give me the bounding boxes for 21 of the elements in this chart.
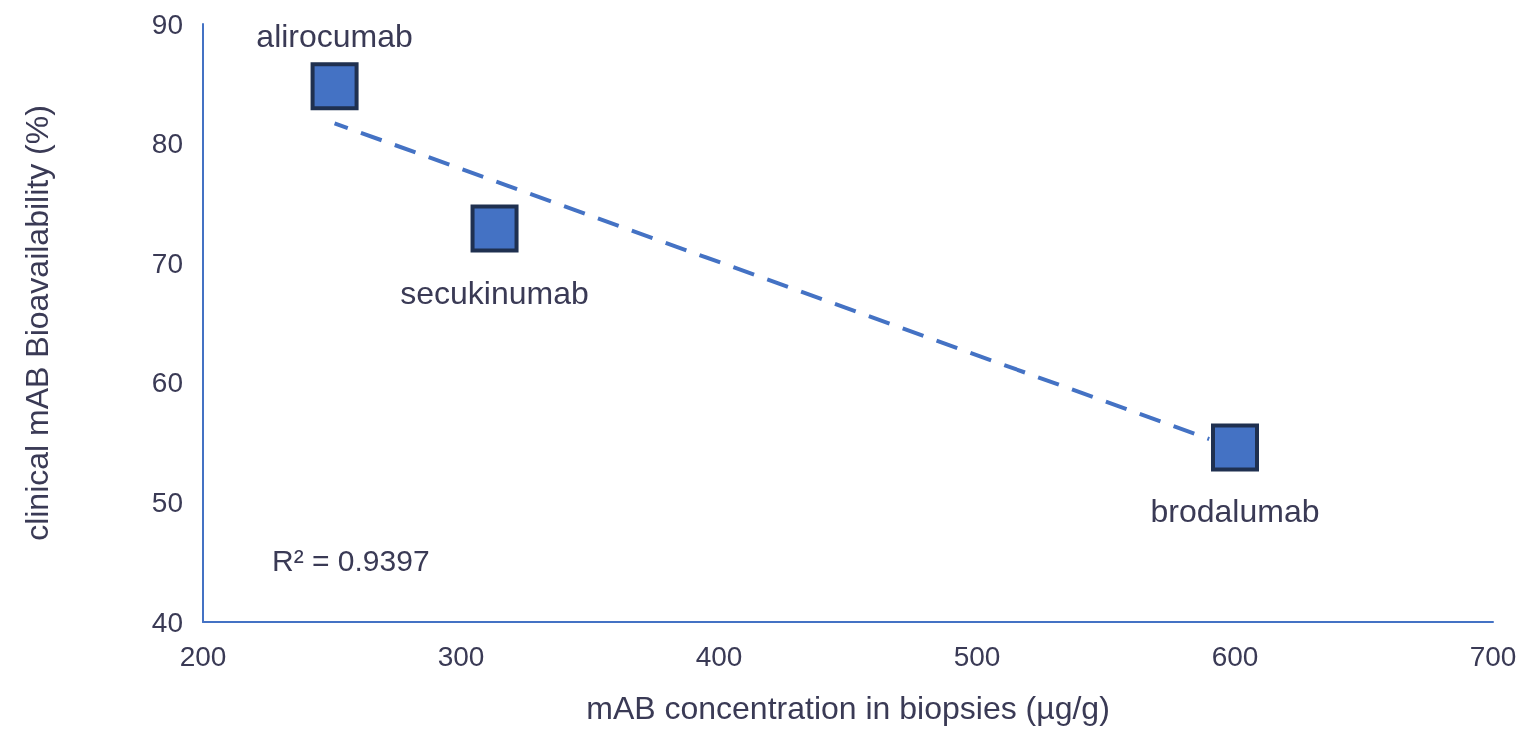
y-axis-title: clinical mAB Bioavailability (%) xyxy=(19,105,55,541)
x-tick-label: 700 xyxy=(1469,640,1517,672)
y-tick-label: 60 xyxy=(151,367,183,399)
annotation: alirocumab xyxy=(256,18,413,55)
point xyxy=(470,204,519,253)
annotation: brodalumab xyxy=(1150,493,1320,530)
y-tick-label: 40 xyxy=(151,606,183,638)
annotation: R² = 0.9397 xyxy=(272,543,430,577)
x-tick-label: 300 xyxy=(437,640,485,672)
x-tick-label: 400 xyxy=(695,640,743,672)
point xyxy=(1211,423,1259,472)
x-tick-label: 600 xyxy=(1211,640,1259,672)
y-tick-label: 90 xyxy=(151,8,183,40)
x-axis-title: mAB concentration in biopsies (µg/g) xyxy=(586,690,1110,726)
y-tick-label: 50 xyxy=(151,486,183,518)
x-tick-label: 500 xyxy=(953,640,1001,672)
annotation: secukinumab xyxy=(400,274,589,311)
point xyxy=(310,62,359,111)
y-tick-label: 80 xyxy=(151,128,183,160)
y-tick-label: 70 xyxy=(151,247,183,279)
x-tick-label: 200 xyxy=(179,640,227,672)
